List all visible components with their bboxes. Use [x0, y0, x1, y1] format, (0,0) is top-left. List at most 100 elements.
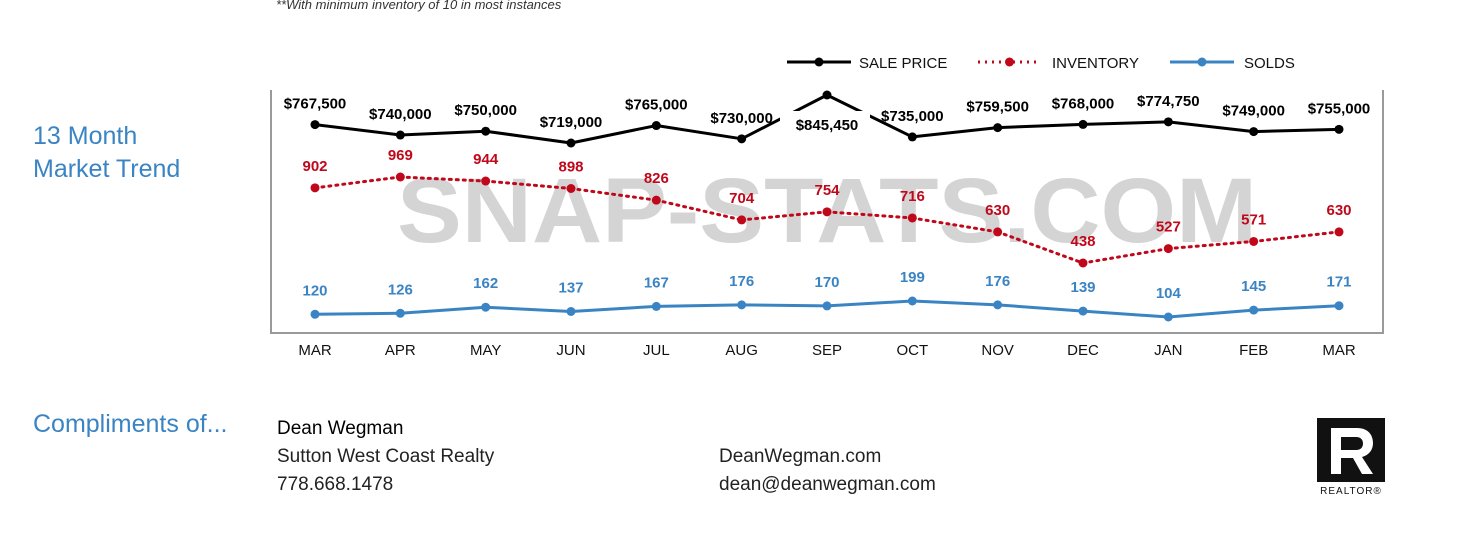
inventory-point: [566, 183, 576, 193]
solds-point: [1163, 312, 1173, 322]
x-tick-label: OCT: [896, 342, 928, 359]
sale-price-point: [993, 123, 1003, 133]
solds-point: [310, 309, 320, 319]
inventory-segment: [1166, 239, 1256, 251]
inventory-segment: [569, 186, 658, 202]
solds-point: [737, 300, 747, 310]
solds-segment: [654, 303, 744, 308]
solds-segment: [1252, 304, 1341, 312]
x-tick-label: MAY: [470, 342, 501, 359]
sale-price-data-label: $719,000: [540, 114, 603, 131]
solds-data-label: 139: [1070, 279, 1095, 296]
inventory-segment: [910, 216, 1000, 234]
sale-price-segment: [910, 126, 1000, 139]
x-tick-label: FEB: [1239, 342, 1268, 359]
inventory-data-label: 630: [985, 202, 1010, 219]
footnote: **With minimum inventory of 10 in most i…: [276, 0, 562, 12]
sale-price-label-backdrop: [780, 111, 870, 135]
x-tick-label: APR: [385, 342, 416, 359]
sale-price-point: [737, 134, 747, 144]
inventory-point: [395, 172, 405, 182]
inventory-segment: [1252, 230, 1341, 243]
inventory-segment: [398, 175, 488, 183]
inventory-segment: [740, 210, 829, 222]
inventory-segment: [313, 175, 402, 190]
inventory-data-label: 716: [900, 188, 925, 205]
solds-segment: [398, 305, 488, 315]
inventory-legend-label: INVENTORY: [1052, 55, 1139, 72]
realtor-logo: REALTOR®: [1317, 418, 1385, 500]
x-tick-label: NOV: [981, 342, 1014, 359]
sale-price-data-label: $750,000: [454, 102, 517, 119]
inventory-data-label: 527: [1156, 219, 1181, 236]
solds-point: [1334, 301, 1344, 311]
solds-point: [395, 308, 405, 318]
agent-website[interactable]: DeanWegman.com: [719, 446, 882, 467]
inventory-point: [310, 183, 320, 193]
inventory-segment: [825, 210, 914, 220]
x-tick-label: MAR: [298, 342, 332, 359]
sale-price-segment: [313, 123, 402, 137]
inventory-segment: [654, 198, 744, 222]
trend-title-line-2: Market Trend: [33, 155, 181, 183]
solds-data-label: 171: [1326, 274, 1351, 291]
inventory-data-label: 630: [1326, 202, 1351, 219]
inventory-data-label: 898: [558, 158, 583, 175]
solds-point: [566, 306, 576, 316]
solds-data-label: 145: [1241, 278, 1266, 295]
sale-price-segment: [1252, 127, 1341, 134]
sale-price-point: [310, 120, 320, 130]
x-tick-label: JUN: [556, 342, 585, 359]
solds-segment: [910, 299, 1000, 307]
solds-point: [907, 296, 917, 306]
sale-price-legend-marker: [814, 57, 824, 67]
sale-price-data-label: $767,500: [284, 96, 347, 113]
solds-segment: [569, 304, 658, 313]
inventory-data-label: 754: [814, 182, 840, 199]
x-tick-label: AUG: [725, 342, 758, 359]
inventory-segment: [996, 230, 1085, 265]
sale-price-point: [395, 130, 405, 140]
x-tick-label: MAR: [1322, 342, 1356, 359]
solds-segment: [1081, 309, 1170, 319]
sale-price-point: [481, 126, 491, 136]
inventory-legend-marker: [1005, 57, 1014, 67]
inventory-point: [737, 215, 747, 225]
trend-title-line-1: 13 Month: [33, 122, 138, 150]
solds-data-label: 176: [729, 273, 754, 290]
sale-price-data-label: $845,450: [796, 117, 859, 134]
agent-phone: 778.668.1478: [277, 474, 394, 495]
x-tick-label: SEP: [812, 342, 842, 359]
solds-data-label: 167: [644, 274, 669, 291]
inventory-segment: [484, 179, 573, 190]
inventory-point: [1249, 236, 1259, 246]
solds-segment: [484, 305, 573, 313]
solds-point: [1249, 305, 1259, 315]
agent-email[interactable]: dean@deanwegman.com: [719, 474, 936, 495]
inventory-data-label: 438: [1070, 233, 1095, 250]
sale-price-point: [1078, 119, 1088, 129]
sale-price-segment: [1166, 120, 1256, 134]
x-tick-label: JAN: [1154, 342, 1182, 359]
inventory-point: [907, 213, 917, 223]
inventory-data-label: 826: [644, 170, 669, 187]
inventory-point: [993, 227, 1003, 237]
inventory-segment: [1081, 247, 1170, 265]
solds-data-label: 176: [985, 273, 1010, 290]
sale-price-data-label: $768,000: [1052, 95, 1115, 112]
solds-data-label: 126: [388, 281, 413, 298]
inventory-point: [481, 176, 491, 186]
sale-price-data-label: $740,000: [369, 106, 432, 123]
inventory-data-label: 571: [1241, 211, 1266, 228]
compliments-heading: Compliments of...: [33, 410, 228, 438]
sale-price-point: [1334, 124, 1344, 134]
sale-price-point: [1249, 127, 1259, 137]
solds-data-label: 162: [473, 275, 498, 292]
plot-frame: [270, 90, 1384, 334]
solds-data-label: 199: [900, 269, 925, 286]
sale-price-point: [822, 90, 832, 100]
solds-point: [1078, 306, 1088, 316]
inventory-point: [1334, 227, 1344, 237]
x-tick-label: JUL: [643, 342, 670, 359]
agent-company: Sutton West Coast Realty: [277, 446, 495, 467]
